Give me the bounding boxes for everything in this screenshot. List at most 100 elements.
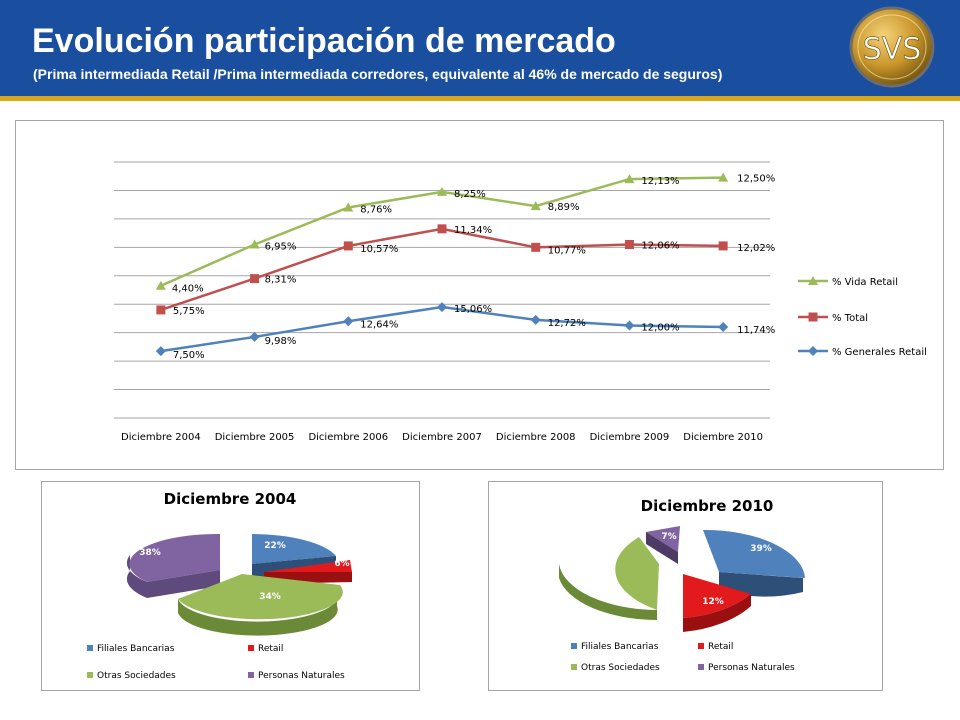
data-point-square xyxy=(531,242,541,252)
pie-2004-slices xyxy=(126,533,352,636)
legend-label-personas: Personas Naturales xyxy=(258,671,345,681)
data-point-triangle xyxy=(624,174,635,184)
data-point-triangle xyxy=(718,172,729,182)
data-point-diamond xyxy=(530,314,541,325)
pie-2004-label-retail: 6% xyxy=(334,559,349,569)
pie-title-2004: Diciembre 2004 xyxy=(164,490,297,508)
data-point-diamond xyxy=(155,346,166,357)
x-tick-label: Diciembre 2005 xyxy=(215,432,295,443)
data-label: 10,77% xyxy=(548,245,586,256)
data-point-triangle xyxy=(249,239,260,249)
pie-title-2010: Diciembre 2010 xyxy=(641,497,774,515)
pie-2010-legend: Filiales Bancarias Retail Otras Sociedad… xyxy=(571,642,795,673)
pie-2004-label-personas: 38% xyxy=(139,548,161,558)
data-point-square xyxy=(624,239,634,249)
data-label: 11,74% xyxy=(737,325,775,336)
pie-2010-label-otras: 42% xyxy=(569,568,591,578)
data-label: 7,50% xyxy=(173,350,205,361)
pie-2010-slice-retail xyxy=(683,574,751,618)
legend-label: % Total xyxy=(832,313,868,324)
pie-2010-label-personas: 7% xyxy=(661,532,676,542)
legend-swatch-retail-2010 xyxy=(698,643,704,649)
pie-2010-slice-otras-sociedades xyxy=(615,537,659,610)
legend-label-filiales: Filiales Bancarias xyxy=(97,644,175,654)
data-label: 10,57% xyxy=(360,244,398,255)
data-point-diamond xyxy=(437,302,447,313)
data-label: 12,13% xyxy=(641,176,679,187)
pie-chart-2004: Diciembre 2004 22% 6% 34% 38% Filiales B… xyxy=(87,490,352,681)
data-point-diamond xyxy=(624,320,635,331)
data-point-square xyxy=(250,274,260,284)
svs-logo: SVS xyxy=(849,6,935,88)
data-label: 8,31% xyxy=(265,275,297,286)
pie-2004-label-otras: 34% xyxy=(259,592,281,602)
x-tick-label: Diciembre 2008 xyxy=(496,432,576,443)
data-point-square xyxy=(437,224,447,234)
pie-2004-slice-otras-sociedades xyxy=(178,574,343,620)
header-bar xyxy=(0,0,960,96)
data-point-diamond xyxy=(249,331,260,342)
x-tick-label: Diciembre 2006 xyxy=(308,432,388,443)
data-label: 12,50% xyxy=(737,174,775,185)
series-line xyxy=(160,227,724,312)
pie-chart-2004-panel: Diciembre 2004 22% 6% 34% 38% Filiales B… xyxy=(41,481,420,691)
data-label: 12,72% xyxy=(548,318,586,329)
data-label: 8,76% xyxy=(360,205,392,216)
data-point-square xyxy=(343,241,353,251)
pie-2010-label-filiales: 39% xyxy=(750,544,772,554)
pie-2004-slice-retail xyxy=(264,560,352,572)
data-label: 6,95% xyxy=(265,241,297,252)
x-tick-label: Diciembre 2009 xyxy=(590,432,670,443)
pie-chart-2010-panel: Diciembre 2010 39% 12% 42% 7% Filiales B… xyxy=(488,481,883,691)
page-subtitle: (Prima intermediada Retail /Prima interm… xyxy=(33,66,723,82)
data-label: 12,00% xyxy=(641,323,679,334)
pie-2010-slice-filiales-bancarias-side xyxy=(719,572,803,597)
line-chart: Diciembre 2004 Diciembre 2005 Diciembre 20… xyxy=(114,161,927,443)
data-point-square xyxy=(808,312,818,322)
x-tick-label: Diciembre 2010 xyxy=(683,432,763,443)
data-point-triangle xyxy=(437,186,447,196)
header-accent-stripe xyxy=(0,96,960,101)
series---total: 5,75% 8,31% 10,57% 11,34% 10,77% 12,06% 12,02% xyxy=(156,224,775,317)
series-line xyxy=(160,305,724,353)
data-label: 15,06% xyxy=(454,304,492,315)
pie-2010-slice-personas-naturales xyxy=(646,526,680,552)
data-point-square xyxy=(718,241,728,251)
data-point-square xyxy=(156,305,166,315)
data-label: 12,02% xyxy=(737,243,775,254)
pie-2010-slice-retail-side xyxy=(683,594,751,632)
legend-label-filiales-2010: Filiales Bancarias xyxy=(581,642,659,652)
legend-label: % Generales Retail xyxy=(832,347,927,358)
gridlines xyxy=(114,161,770,419)
pie-2004-label-filiales: 22% xyxy=(264,541,286,551)
legend-swatch-otras-2010 xyxy=(571,664,577,670)
series-layer: 4,40% 6,95% 8,76% 8,25% 8,89% 12,13% 12,50% 5,7… xyxy=(155,172,775,361)
data-label: 11,34% xyxy=(454,225,492,236)
series---generales-retail: 7,50% 9,98% 12,64% 15,06% 12,72% 12,00% 11,74% xyxy=(155,302,775,361)
data-point-diamond xyxy=(718,321,729,332)
x-tick-label: Diciembre 2004 xyxy=(121,432,201,443)
data-point-diamond xyxy=(808,346,818,356)
page-title: Evolución participación de mercado xyxy=(32,22,616,60)
data-point-triangle xyxy=(530,201,541,211)
legend-swatch-personas-2010 xyxy=(698,664,704,670)
logo-text: SVS xyxy=(863,32,922,67)
legend-label: % Vida Retail xyxy=(832,277,898,288)
line-chart-panel: Diciembre 2004 Diciembre 2005 Diciembre 20… xyxy=(15,120,944,470)
legend-swatch-otras xyxy=(87,672,93,678)
legend-label-retail-2010: Retail xyxy=(708,642,733,652)
x-tick-label: Diciembre 2007 xyxy=(402,432,482,443)
legend-label-retail: Retail xyxy=(258,644,283,654)
data-label: 9,98% xyxy=(265,336,297,347)
data-label: 8,25% xyxy=(454,189,486,200)
series---vida-retail: 4,40% 6,95% 8,76% 8,25% 8,89% 12,13% 12,50% xyxy=(155,172,775,295)
legend-swatch-retail xyxy=(248,645,254,651)
x-axis-ticks: Diciembre 2004 Diciembre 2005 Diciembre 20… xyxy=(121,432,763,443)
data-point-triangle xyxy=(155,280,166,290)
legend-label-otras-2010: Otras Sociedades xyxy=(581,663,660,673)
legend-swatch-personas xyxy=(248,672,254,678)
data-label: 5,75% xyxy=(173,306,205,317)
data-label: 8,89% xyxy=(548,202,580,213)
legend-swatch-filiales-2010 xyxy=(571,643,577,649)
data-label: 4,40% xyxy=(172,284,204,295)
